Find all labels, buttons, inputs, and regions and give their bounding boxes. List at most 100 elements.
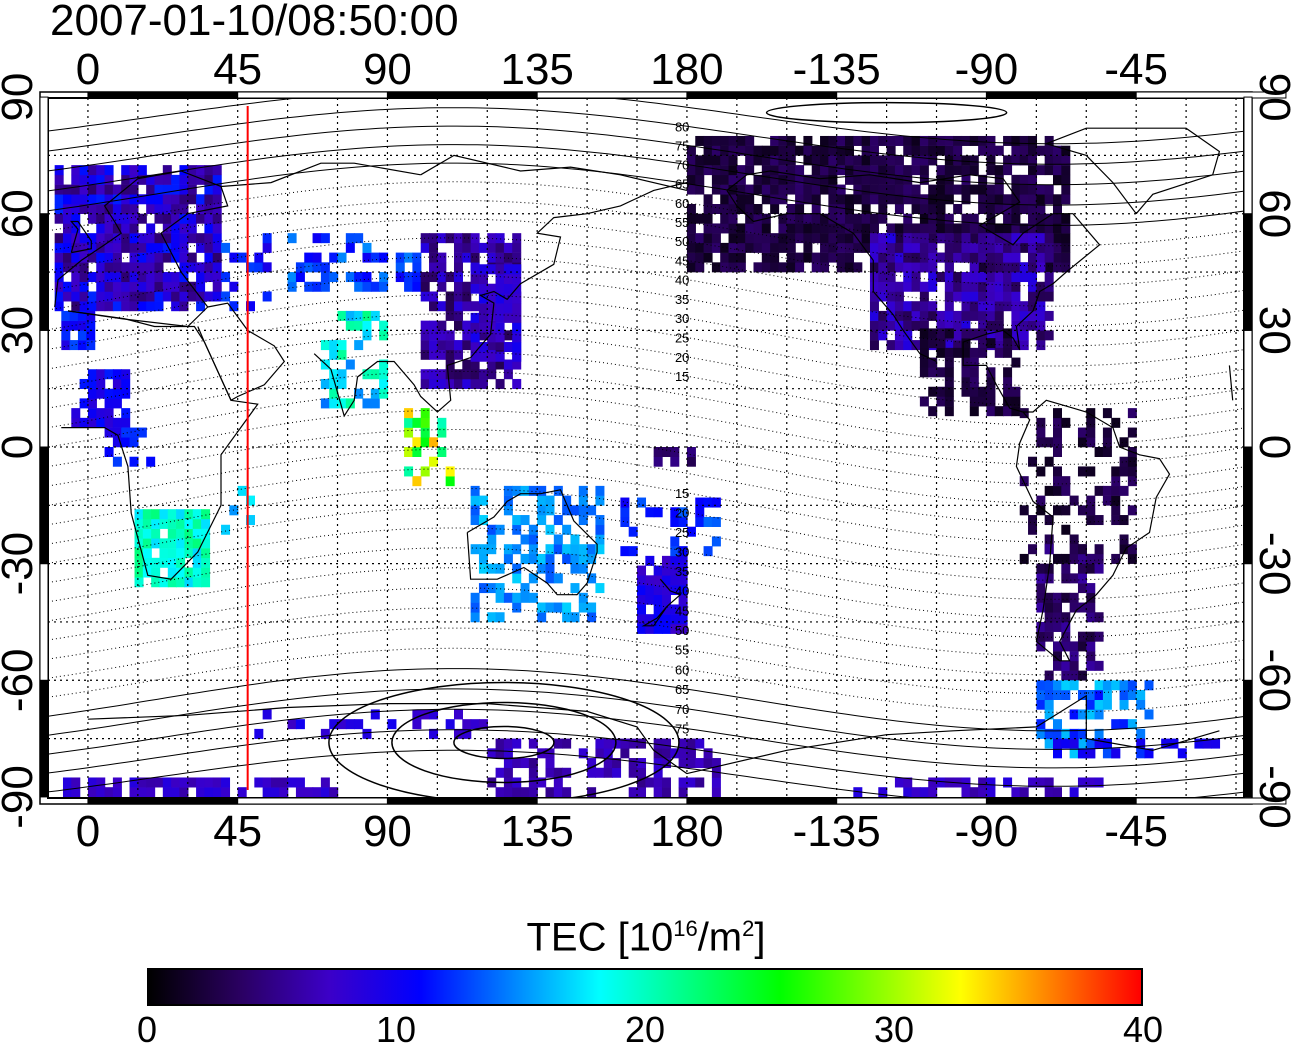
tec-cell (146, 242, 156, 253)
tec-cell (179, 233, 189, 244)
tec-cell (184, 567, 194, 578)
tec-cell (903, 213, 913, 224)
tec-cell (928, 357, 938, 368)
tec-cell (686, 184, 696, 195)
tec-cell (1044, 602, 1054, 613)
tec-cell (711, 767, 721, 778)
tec-cell (1052, 738, 1062, 749)
tec-cell (936, 165, 946, 176)
tec-cell (587, 553, 597, 564)
tec-cell (1052, 252, 1062, 263)
tec-cell (736, 252, 746, 263)
tec-cell (961, 213, 971, 224)
tec-cell (720, 155, 730, 166)
tec-cell (445, 476, 455, 487)
tec-cell (1011, 291, 1021, 302)
tec-cell (1119, 456, 1129, 467)
tec-cell (1011, 787, 1021, 798)
tec-cell (112, 369, 122, 380)
tec-cell (637, 758, 647, 769)
tec-cell (570, 612, 580, 623)
tec-cell (1069, 641, 1079, 652)
tec-cell (179, 213, 189, 224)
tec-cell (1052, 602, 1062, 613)
tec-cell (320, 262, 330, 273)
tec-cell (670, 565, 680, 576)
tec-cell (1061, 476, 1071, 487)
tec-cell (437, 262, 447, 273)
tec-cell (1052, 728, 1062, 739)
tec-cell (1086, 690, 1096, 700)
tec-cell (162, 252, 172, 263)
tec-cell (104, 242, 114, 253)
tec-cell (495, 748, 505, 759)
tec-cell (1044, 777, 1054, 788)
tec-cell (886, 184, 896, 195)
tec-cell (853, 223, 863, 234)
contour-label: 15 (675, 369, 689, 384)
tec-cell (944, 320, 954, 331)
tec-cell (154, 174, 164, 185)
tec-cell (487, 340, 497, 351)
tec-cell (1036, 320, 1046, 331)
tec-cell (1086, 777, 1096, 788)
tec-cell (911, 320, 921, 331)
tec-cell (595, 495, 605, 506)
tec-cell (678, 516, 688, 527)
tec-cell (87, 378, 97, 389)
tec-cell (370, 709, 380, 720)
x-tick-label-bottom: 45 (213, 807, 262, 856)
tec-cell (528, 758, 538, 769)
tec-cell (179, 174, 189, 185)
tec-cell (162, 291, 172, 302)
tec-cell (986, 272, 996, 283)
tec-cell (1061, 233, 1071, 244)
tec-cell (192, 528, 202, 539)
tec-cell (686, 252, 696, 263)
tec-cell (87, 369, 97, 380)
tec-cell (786, 135, 796, 146)
tec-cell (853, 184, 863, 195)
tec-cell (87, 388, 97, 399)
tec-cell (1069, 544, 1079, 555)
tec-cell (503, 767, 513, 778)
tec-cell (204, 272, 214, 283)
tec-cell (437, 340, 447, 351)
tec-cell (820, 233, 830, 244)
tec-cell (545, 758, 555, 769)
tec-cell (578, 592, 588, 603)
tec-cell (54, 291, 64, 302)
tec-cell (986, 242, 996, 253)
tec-cell (71, 262, 81, 273)
tec-cell (761, 223, 771, 234)
tec-cell (462, 728, 472, 739)
tec-cell (1052, 262, 1062, 273)
tec-cell (79, 204, 89, 214)
tec-cell (112, 388, 122, 399)
tec-cell (811, 262, 821, 273)
tec-cell (478, 264, 488, 275)
tec-cell (196, 213, 206, 224)
tec-cell (578, 485, 588, 496)
tec-cell (112, 427, 122, 438)
tec-cell (71, 242, 81, 253)
tec-cell (695, 758, 705, 769)
tec-cell (437, 301, 447, 312)
tec-cell (512, 252, 522, 263)
tec-cell (953, 242, 963, 253)
tec-cell (1061, 680, 1071, 691)
tec-cell (1061, 660, 1071, 671)
tec-cell (512, 273, 522, 284)
tec-cell (944, 347, 954, 358)
tec-cell (187, 194, 197, 205)
tec-cell (836, 204, 846, 214)
tec-cell (462, 281, 472, 292)
tec-cell (1111, 417, 1121, 428)
tec-cell (96, 301, 106, 312)
tec-cell (1102, 699, 1112, 710)
tec-cell (312, 262, 322, 273)
tec-cell (770, 262, 780, 273)
tec-cell (503, 787, 513, 798)
tec-cell (362, 272, 372, 283)
tec-cell (470, 332, 480, 343)
